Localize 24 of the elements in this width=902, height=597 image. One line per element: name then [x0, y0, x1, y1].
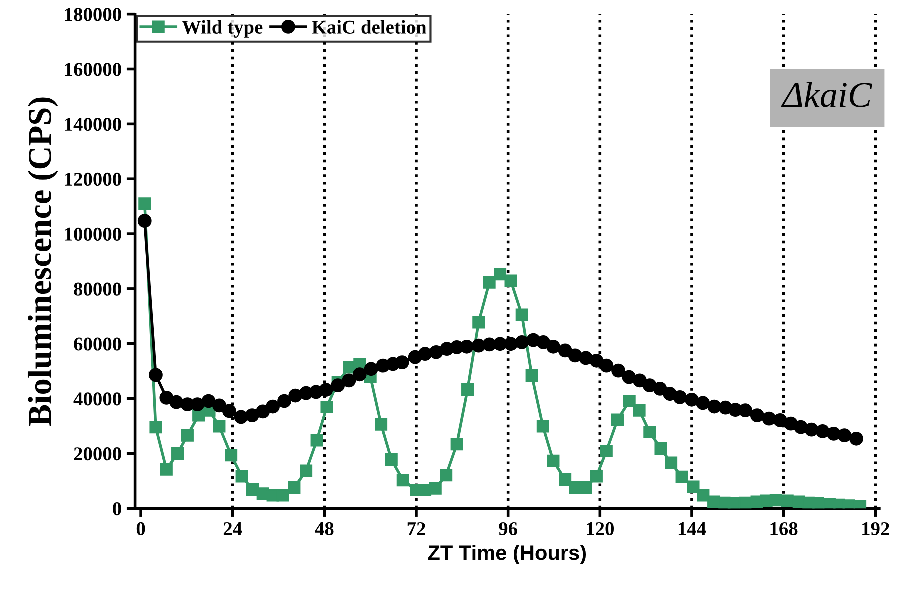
x-axis-title: ZT Time (Hours) [428, 545, 586, 564]
y-tick-label: 0 [113, 502, 122, 516]
y-tick-label: 140000 [65, 118, 122, 132]
x-tick-label: 72 [408, 522, 426, 536]
y-axis-title: Bioluminescence (CPS) [28, 98, 58, 426]
x-tick-label: 0 [136, 522, 146, 536]
x-tick-label: 24 [224, 522, 242, 536]
y-tick-label: 20000 [74, 448, 122, 461]
x-tick-label: 144 [678, 522, 706, 536]
y-tick-label: 40000 [74, 392, 122, 406]
y-tick-label: 100000 [65, 228, 122, 241]
y-tick-label: 180000 [65, 8, 122, 22]
legend-label: KaiC deletion [312, 20, 427, 34]
legend-label: Wild type [182, 20, 263, 38]
x-tick-label: 120 [587, 522, 614, 536]
y-tick-label: 60000 [74, 338, 122, 351]
y-tick-label: 80000 [74, 282, 122, 296]
annotation: ΔkaiC [781, 82, 872, 108]
y-tick-label: 120000 [65, 172, 122, 186]
x-tick-label: 192 [862, 522, 890, 536]
y-tick-label: 160000 [65, 63, 122, 76]
x-tick-label: 168 [770, 522, 798, 536]
x-tick-label: 96 [499, 522, 518, 536]
x-tick-label: 48 [315, 522, 334, 536]
